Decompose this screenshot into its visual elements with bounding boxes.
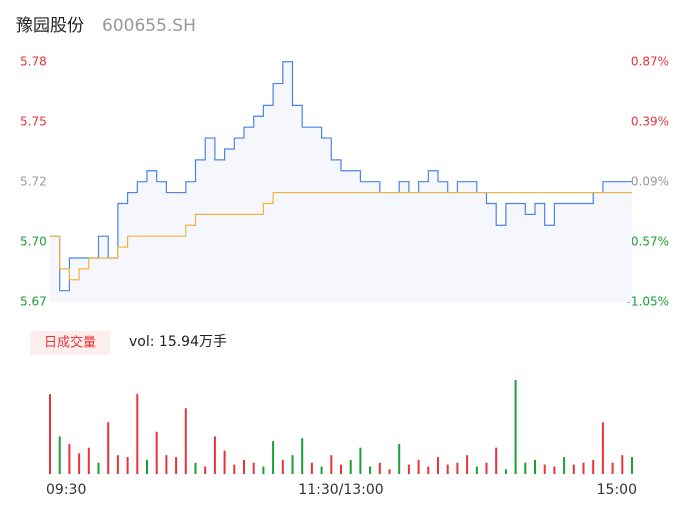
volume-bar (466, 455, 469, 474)
volume-bar (495, 447, 498, 474)
volume-bar (262, 466, 265, 474)
x-tick-label: 09:30 (46, 482, 86, 498)
y-tick-label: 5.70 (20, 235, 47, 249)
volume-bar (175, 457, 178, 474)
volume-bar (553, 466, 556, 474)
volume-bar (223, 450, 226, 474)
volume-bar (475, 466, 478, 474)
volume-bar (427, 466, 430, 474)
y-tick-label: 5.72 (20, 175, 47, 189)
volume-bar (534, 459, 536, 474)
volume-bar (97, 462, 100, 474)
y-tick-label: 5.75 (20, 114, 47, 128)
volume-button[interactable] (30, 331, 110, 355)
y-tick-label: 5.67 (20, 295, 47, 309)
volume-bar (146, 459, 148, 474)
y-tick-label: 5.78 (20, 55, 47, 69)
x-tick-label: 15:00 (597, 482, 637, 498)
volume-bar (437, 457, 439, 474)
volume-bar (291, 455, 294, 474)
volume-bar (611, 462, 614, 474)
price-area (50, 61, 632, 303)
y2-tick-label: -1.05% (627, 295, 669, 309)
volume-bar (136, 394, 139, 474)
volume-bar (456, 462, 459, 474)
x-tick-label: 11:30/13:00 (298, 482, 383, 498)
volume-bar (165, 455, 168, 474)
volume-bar (524, 462, 527, 474)
volume-bar (601, 422, 604, 474)
volume-bar (272, 441, 275, 474)
series-line (50, 191, 632, 281)
volume-bar (155, 431, 158, 474)
volume-bar (49, 394, 51, 474)
volume-bar (194, 462, 197, 474)
volume-bar (582, 462, 585, 474)
volume-bar (204, 466, 207, 474)
volume-bar (543, 464, 546, 474)
chart-title: 豫园股份 (16, 16, 84, 36)
volume-bar (592, 459, 595, 474)
volume-bar (621, 455, 624, 474)
volume-annotation: vol: 15.94万手 (129, 334, 227, 350)
volume-bar (359, 447, 362, 474)
volume-bar (631, 457, 633, 474)
y2-tick-label: 0.87% (631, 55, 669, 69)
volume-bar (78, 453, 81, 474)
volume-bar (563, 457, 566, 474)
volume-bar (485, 462, 488, 474)
chart-subtitle: 600655.SH (102, 16, 196, 36)
volume-bar (87, 447, 90, 474)
volume-bar (310, 462, 313, 474)
series-line (50, 61, 632, 292)
volume-bar (369, 466, 372, 474)
volume-button-label[interactable]: 日成交量 (44, 335, 96, 351)
volume-bar (320, 466, 323, 474)
volume-bar (446, 464, 449, 474)
volume-bar (378, 462, 381, 474)
volume-bar (301, 438, 304, 474)
volume-bar (233, 464, 236, 474)
volume-bar (107, 422, 110, 474)
volume-bar (572, 464, 575, 474)
volume-bar (68, 443, 71, 474)
volume-bar (184, 408, 187, 474)
y2-tick-label: -0.57% (627, 235, 669, 249)
volume-bar (330, 455, 333, 474)
volume-bar (398, 443, 401, 474)
volume-bar (340, 464, 342, 474)
volume-bar (514, 380, 517, 474)
volume-bar (281, 459, 284, 474)
volume-bar (407, 464, 410, 474)
volume-bar (504, 469, 507, 474)
volume-bar (58, 436, 61, 474)
volume-bar (116, 455, 119, 474)
volume-bar (243, 459, 245, 474)
volume-bar (252, 462, 255, 474)
volume-bar (126, 457, 129, 474)
volume-bar (388, 469, 391, 474)
y2-tick-label: -0.09% (627, 175, 669, 189)
volume-bar (417, 459, 420, 474)
volume-bar (349, 459, 352, 474)
volume-bar (213, 436, 216, 474)
y2-tick-label: 0.39% (631, 115, 669, 129)
